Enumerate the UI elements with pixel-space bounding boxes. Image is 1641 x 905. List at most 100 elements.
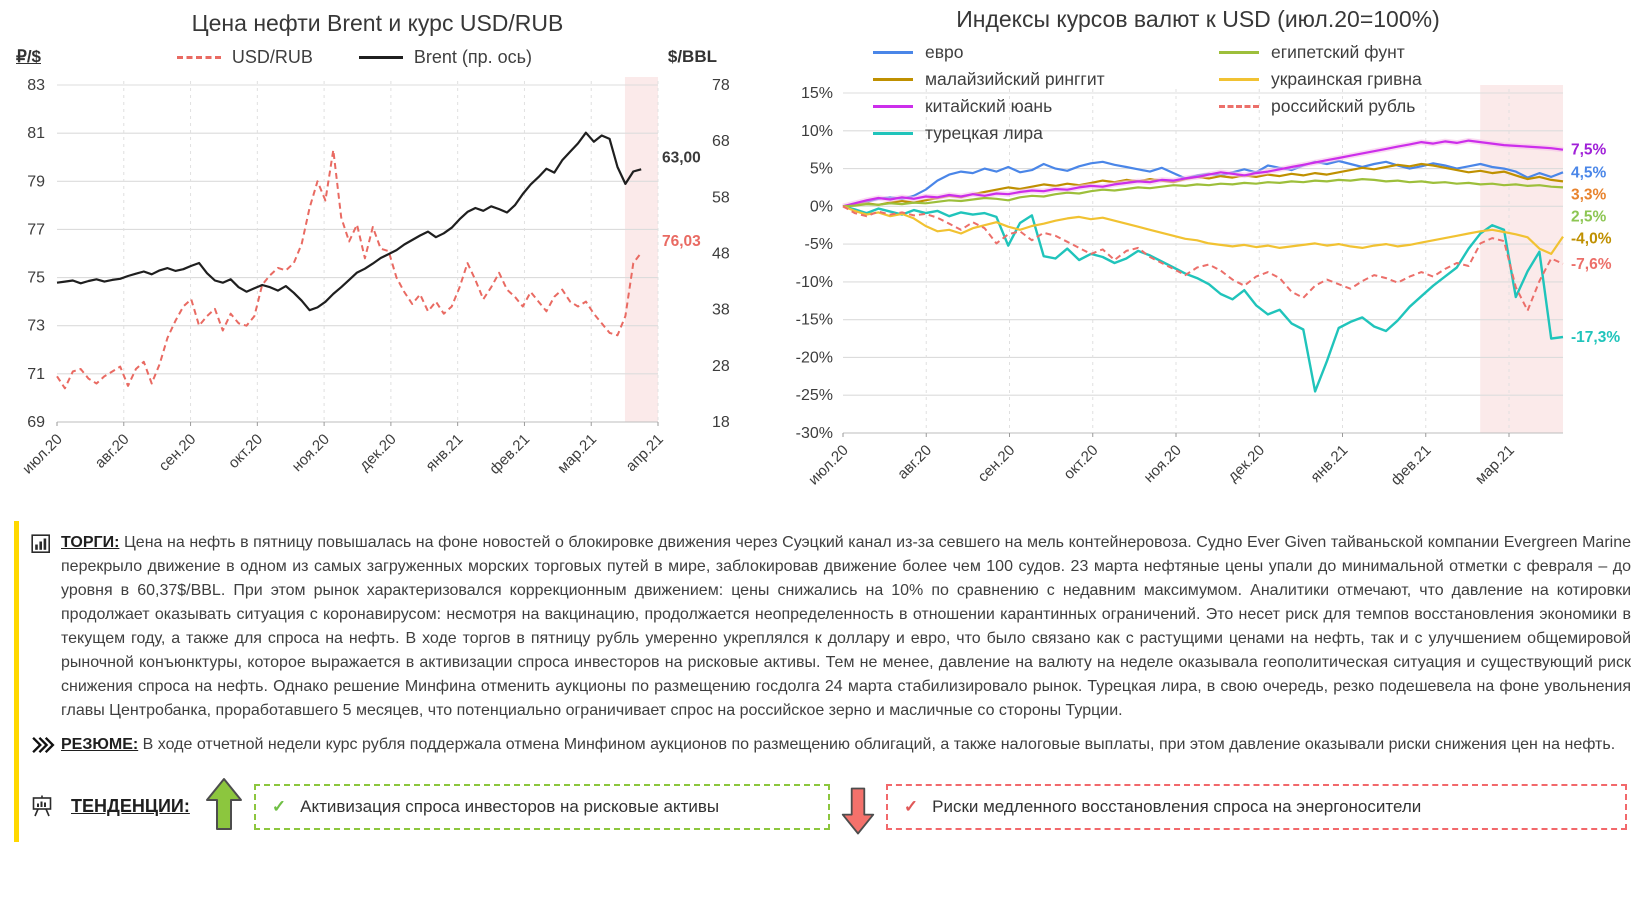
legend-item: российский рубль xyxy=(1219,96,1422,117)
torgi-label: ТОРГИ: xyxy=(61,534,120,551)
svg-text:-25%: -25% xyxy=(796,387,833,404)
triple-chevron-icon xyxy=(31,733,61,759)
legend-swatch xyxy=(1219,78,1259,81)
svg-text:фев.21: фев.21 xyxy=(486,431,533,478)
svg-text:48: 48 xyxy=(712,246,730,263)
svg-text:апр.21: апр.21 xyxy=(623,431,667,475)
svg-text:63,00: 63,00 xyxy=(662,149,701,166)
svg-text:янв.21: янв.21 xyxy=(422,431,466,475)
chart-title-brent-usdrub: Цена нефти Brent и курс USD/RUB xyxy=(191,10,564,36)
legend-swatch xyxy=(1219,51,1259,54)
svg-text:76,03: 76,03 xyxy=(662,233,701,250)
svg-text:79: 79 xyxy=(27,173,45,190)
legend-swatch xyxy=(1219,105,1259,108)
svg-text:-20%: -20% xyxy=(796,349,833,366)
trends-label: ТЕНДЕНЦИИ: xyxy=(71,796,190,816)
trend-box-negative: ✓ Риски медленного восстановления спроса… xyxy=(885,783,1627,830)
svg-text:71: 71 xyxy=(27,366,45,383)
svg-text:4,5%: 4,5% xyxy=(1571,164,1607,181)
y-right-axis-unit: $/BBL xyxy=(667,47,717,66)
svg-text:5%: 5% xyxy=(810,161,833,178)
legend-item: украинская гривна xyxy=(1219,69,1422,90)
legend-label: российский рубль xyxy=(1271,96,1416,116)
legend-swatch xyxy=(358,55,403,59)
torgi-paragraph: ТОРГИ: Цена на нефть в пятницу повышалас… xyxy=(61,531,1631,723)
svg-text:-30%: -30% xyxy=(796,425,833,442)
svg-text:-15%: -15% xyxy=(796,312,833,329)
presentation-board-icon xyxy=(31,792,61,822)
svg-text:18: 18 xyxy=(712,414,730,431)
svg-text:-17,3%: -17,3% xyxy=(1571,329,1620,346)
svg-text:дек.20: дек.20 xyxy=(356,431,399,474)
legend-item: египетский фунт xyxy=(1219,42,1422,63)
svg-text:-5%: -5% xyxy=(805,236,833,253)
legend-label: турецкая лира xyxy=(925,123,1043,143)
legend-label: египетский фунт xyxy=(1271,42,1405,62)
rezume-label: РЕЗЮМЕ: xyxy=(61,736,139,753)
legend-fx-indices: евро малайзийский ринггит китайский юань ту… xyxy=(873,39,1422,147)
chart-title-fx-indices: Индексы курсов валют к USD (июл.20=100%) xyxy=(956,6,1440,32)
legend-label: Brent (пр. ось) xyxy=(413,46,533,67)
legend-swatch xyxy=(873,132,913,135)
trends-block: ТЕНДЕНЦИИ: ✓ Активизация спроса инвестор… xyxy=(31,771,1631,842)
legend-item: турецкая лира xyxy=(873,123,1219,144)
svg-text:-10%: -10% xyxy=(796,274,833,291)
svg-text:авг.20: авг.20 xyxy=(92,431,133,472)
svg-text:авг.20: авг.20 xyxy=(894,442,935,483)
legend-swatch xyxy=(873,78,913,81)
svg-text:73: 73 xyxy=(27,318,45,335)
trend-box-positive: ✓ Активизация спроса инвесторов на риско… xyxy=(253,783,830,830)
svg-text:дек.20: дек.20 xyxy=(1225,442,1268,485)
legend-label: евро xyxy=(925,42,964,62)
legend-label: USD/RUB xyxy=(231,46,313,67)
trend-positive-text: Активизация спроса инвесторов на рисковы… xyxy=(300,796,720,816)
svg-text:сен.20: сен.20 xyxy=(974,442,1018,486)
down-arrow-icon xyxy=(840,785,876,842)
chart-panel-brent-usdrub: Цена нефти Brent и курс USD/RUB ₽/$ USD/… xyxy=(0,0,755,515)
svg-text:фев.21: фев.21 xyxy=(1388,442,1435,489)
svg-text:июл.20: июл.20 xyxy=(19,431,66,478)
legend-swatch xyxy=(873,105,913,108)
legend-item: Brent (пр. ось) xyxy=(358,46,533,68)
svg-text:сен.20: сен.20 xyxy=(156,431,200,475)
rezume-paragraph: РЕЗЮМЕ: В ходе отчетной недели курс рубл… xyxy=(61,733,1631,759)
svg-text:0%: 0% xyxy=(810,198,833,215)
legend-swatch xyxy=(176,55,221,59)
legend-brent-usdrub: USD/RUB Brent (пр. ось) xyxy=(41,47,668,68)
svg-text:69: 69 xyxy=(27,414,45,431)
svg-text:окт.20: окт.20 xyxy=(225,431,266,472)
svg-text:янв.21: янв.21 xyxy=(1307,442,1351,486)
svg-text:58: 58 xyxy=(712,189,730,206)
legend-label: малайзийский ринггит xyxy=(925,69,1105,89)
up-arrow-icon xyxy=(204,776,244,837)
svg-text:78: 78 xyxy=(712,77,730,94)
svg-text:38: 38 xyxy=(712,302,730,319)
svg-text:83: 83 xyxy=(27,77,45,94)
svg-text:10%: 10% xyxy=(801,123,833,140)
svg-text:июл.20: июл.20 xyxy=(805,442,852,489)
legend-label: китайский юань xyxy=(925,96,1053,116)
svg-text:7,5%: 7,5% xyxy=(1571,142,1607,159)
svg-text:15%: 15% xyxy=(801,85,833,102)
svg-text:окт.20: окт.20 xyxy=(1060,442,1101,483)
svg-text:мар.21: мар.21 xyxy=(1472,442,1518,488)
torgi-text: Цена на нефть в пятницу повышалась на фо… xyxy=(61,534,1631,719)
svg-text:мар.21: мар.21 xyxy=(554,431,600,477)
svg-text:28: 28 xyxy=(712,358,730,375)
svg-text:77: 77 xyxy=(27,221,45,238)
trend-negative-text: Риски медленного восстановления спроса н… xyxy=(932,796,1422,816)
torgi-block: ТОРГИ: Цена на нефть в пятницу повышалас… xyxy=(31,531,1631,723)
svg-text:3,3%: 3,3% xyxy=(1571,186,1607,203)
fx-chart-wrap: июл.20 авг.20 сен.20 окт.20 ноя.20 дек.20 янв.… xyxy=(755,35,1641,520)
legend-item: USD/RUB xyxy=(176,46,313,68)
charts-row: Цена нефти Brent и курс USD/RUB ₽/$ USD/… xyxy=(0,0,1620,515)
svg-text:ноя.20: ноя.20 xyxy=(289,431,333,475)
legend-item: малайзийский ринггит xyxy=(873,69,1219,90)
axis-legend-row: ₽/$ USD/RUB Brent (пр. ось) $/BBL xyxy=(0,39,755,73)
svg-text:-7,6%: -7,6% xyxy=(1571,256,1612,273)
rezume-text: В ходе отчетной недели курс рубля поддер… xyxy=(142,736,1616,753)
bar-chart-icon xyxy=(31,531,61,723)
brent-usdrub-line-chart: июл.20 авг.20 сен.20 окт.20 ноя.20 дек.20 янв.… xyxy=(19,77,730,478)
rezume-block: РЕЗЮМЕ: В ходе отчетной недели курс рубл… xyxy=(31,733,1631,759)
